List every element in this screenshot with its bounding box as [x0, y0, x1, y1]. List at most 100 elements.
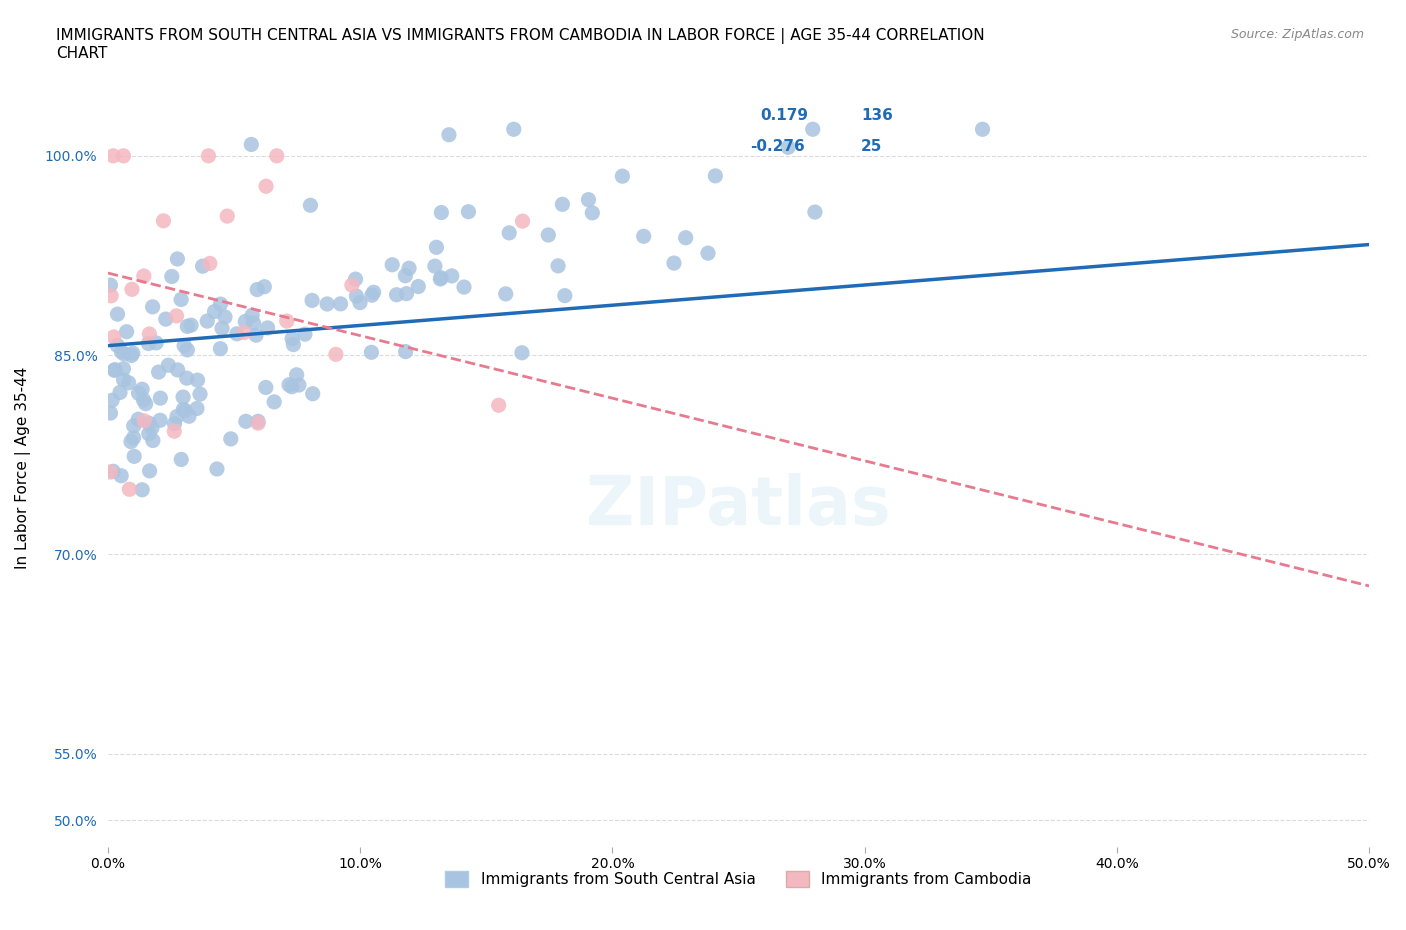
Immigrants from South Central Asia [240, 308, 263, 323]
Text: -0.276: -0.276 [749, 139, 804, 153]
Immigrants from South Central Asia [704, 168, 727, 183]
Immigrants from South Central Asia [118, 376, 141, 391]
Immigrants from South Central Asia [360, 345, 382, 360]
Immigrants from South Central Asia [344, 272, 367, 286]
Immigrants from South Central Asia [100, 405, 122, 420]
Immigrants from South Central Asia [254, 380, 277, 395]
Immigrants from South Central Asia [142, 299, 165, 314]
Immigrants from South Central Asia [138, 336, 160, 351]
Immigrants from South Central Asia [425, 240, 447, 255]
Immigrants from South Central Asia [110, 469, 132, 484]
Immigrants from South Central Asia [288, 378, 311, 392]
Immigrants from South Central Asia [115, 325, 138, 339]
Immigrants from South Central Asia [112, 346, 135, 361]
Immigrants from South Central Asia [316, 297, 339, 312]
Immigrants from South Central Asia [578, 193, 600, 207]
Immigrants from South Central Asia [122, 418, 145, 433]
Immigrants from South Central Asia [423, 259, 446, 273]
Immigrants from South Central Asia [166, 251, 188, 266]
Immigrants from South Central Asia [104, 363, 127, 378]
Immigrants from South Central Asia [247, 414, 270, 429]
Immigrants from Cambodia [197, 149, 219, 164]
Immigrants from South Central Asia [329, 297, 352, 312]
Immigrants from South Central Asia [398, 260, 420, 275]
Immigrants from South Central Asia [214, 310, 236, 325]
Immigrants from South Central Asia [430, 206, 453, 220]
Immigrants from South Central Asia [294, 326, 316, 341]
Immigrants from South Central Asia [537, 228, 560, 243]
Immigrants from South Central Asia [166, 363, 188, 378]
Immigrants from South Central Asia [551, 197, 574, 212]
Immigrants from South Central Asia [205, 461, 228, 476]
Immigrants from South Central Asia [360, 287, 382, 302]
Immigrants from Cambodia [163, 424, 186, 439]
Immigrants from South Central Asia [801, 122, 824, 137]
Immigrants from South Central Asia [188, 387, 211, 402]
Immigrants from Cambodia [134, 414, 156, 429]
Immigrants from South Central Asia [778, 140, 800, 154]
Text: ZIPatlas: ZIPatlas [586, 473, 891, 539]
Immigrants from South Central Asia [138, 463, 160, 478]
Immigrants from South Central Asia [138, 416, 160, 431]
Immigrants from South Central Asia [502, 122, 524, 137]
Immigrants from South Central Asia [385, 287, 408, 302]
Immigrants from Cambodia [325, 347, 347, 362]
Immigrants from South Central Asia [235, 414, 257, 429]
Immigrants from South Central Asia [110, 344, 132, 359]
Immigrants from South Central Asia [285, 367, 308, 382]
Immigrants from Cambodia [132, 269, 155, 284]
Immigrants from Cambodia [254, 179, 277, 193]
Immigrants from South Central Asia [429, 272, 451, 286]
Immigrants from South Central Asia [112, 372, 135, 387]
Immigrants from South Central Asia [177, 409, 200, 424]
Immigrants from South Central Asia [283, 337, 305, 352]
Immigrants from South Central Asia [100, 278, 122, 293]
Immigrants from South Central Asia [174, 404, 197, 418]
Immigrants from South Central Asia [155, 312, 177, 326]
Immigrants from South Central Asia [195, 313, 218, 328]
Immigrants from South Central Asia [253, 279, 276, 294]
Immigrants from South Central Asia [176, 371, 198, 386]
Immigrants from Cambodia [233, 326, 256, 340]
Text: IMMIGRANTS FROM SOUTH CENTRAL ASIA VS IMMIGRANTS FROM CAMBODIA IN LABOR FORCE | : IMMIGRANTS FROM SOUTH CENTRAL ASIA VS IM… [56, 28, 984, 61]
Immigrants from Cambodia [266, 149, 288, 164]
Immigrants from South Central Asia [211, 321, 233, 336]
Immigrants from South Central Asia [107, 307, 129, 322]
Immigrants from South Central Asia [633, 229, 655, 244]
Immigrants from South Central Asia [612, 168, 634, 183]
Immigrants from South Central Asia [176, 319, 198, 334]
Immigrants from Cambodia [100, 465, 122, 480]
Immigrants from South Central Asia [131, 382, 153, 397]
Immigrants from South Central Asia [209, 297, 232, 312]
Text: 0.179: 0.179 [761, 109, 808, 124]
Immigrants from South Central Asia [157, 358, 180, 373]
Immigrants from South Central Asia [394, 268, 416, 283]
Text: 136: 136 [860, 109, 893, 124]
Immigrants from South Central Asia [430, 271, 453, 286]
Immigrants from South Central Asia [135, 396, 157, 411]
Immigrants from South Central Asia [149, 413, 172, 428]
Immigrants from Cambodia [340, 278, 363, 293]
Immigrants from South Central Asia [122, 431, 145, 445]
Immigrants from South Central Asia [141, 420, 163, 435]
Immigrants from South Central Asia [299, 198, 322, 213]
Immigrants from South Central Asia [163, 417, 186, 432]
Immigrants from South Central Asia [437, 127, 460, 142]
Immigrants from Cambodia [101, 149, 124, 164]
Immigrants from Cambodia [247, 416, 270, 431]
Immigrants from South Central Asia [495, 286, 517, 301]
Immigrants from Cambodia [276, 313, 298, 328]
Immigrants from South Central Asia [170, 292, 193, 307]
Immigrants from South Central Asia [363, 285, 385, 299]
Immigrants from South Central Asia [697, 246, 720, 260]
Immigrants from South Central Asia [240, 137, 263, 152]
Immigrants from South Central Asia [278, 378, 301, 392]
Immigrants from South Central Asia [108, 385, 131, 400]
Immigrants from South Central Asia [127, 412, 149, 427]
Immigrants from South Central Asia [406, 279, 429, 294]
Immigrants from Cambodia [512, 214, 534, 229]
Immigrants from South Central Asia [510, 345, 533, 360]
Immigrants from South Central Asia [148, 365, 170, 379]
Immigrants from South Central Asia [160, 269, 183, 284]
Immigrants from South Central Asia [142, 433, 165, 448]
